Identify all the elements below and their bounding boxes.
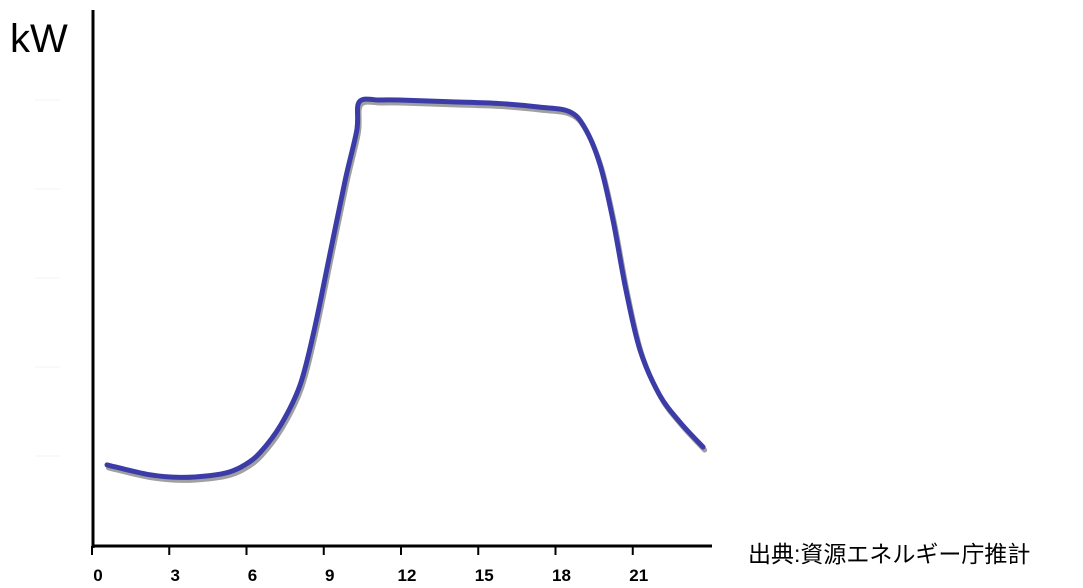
- series-line: [107, 99, 703, 477]
- x-tick-label: 21: [629, 566, 648, 585]
- x-tick-label: 6: [248, 566, 257, 585]
- series-line-shadow: [109, 102, 705, 480]
- x-tick-label: 15: [475, 566, 494, 585]
- x-tick-label: 0: [93, 566, 102, 585]
- y-axis-label: kW: [10, 17, 68, 61]
- x-tick-label: 3: [171, 566, 180, 585]
- x-tick-label: 12: [398, 566, 417, 585]
- x-ticks: 0 3 6 9 12 15 18 21: [92, 546, 648, 585]
- y-tick-marks: [35, 100, 60, 456]
- x-tick-label: 9: [325, 566, 334, 585]
- x-tick-label: 18: [552, 566, 571, 585]
- source-note: 出典:資源エネルギー庁推計: [748, 541, 1030, 567]
